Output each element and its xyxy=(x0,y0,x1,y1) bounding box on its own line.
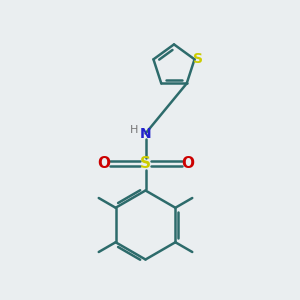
Text: N: N xyxy=(140,127,151,140)
Text: H: H xyxy=(130,125,138,135)
Text: O: O xyxy=(97,156,110,171)
Text: S: S xyxy=(193,52,203,66)
Text: S: S xyxy=(140,156,151,171)
Text: O: O xyxy=(181,156,194,171)
